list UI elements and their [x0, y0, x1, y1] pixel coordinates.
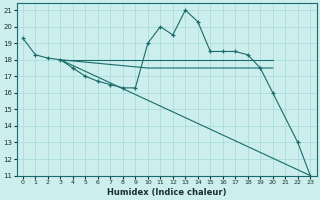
X-axis label: Humidex (Indice chaleur): Humidex (Indice chaleur) [107, 188, 226, 197]
